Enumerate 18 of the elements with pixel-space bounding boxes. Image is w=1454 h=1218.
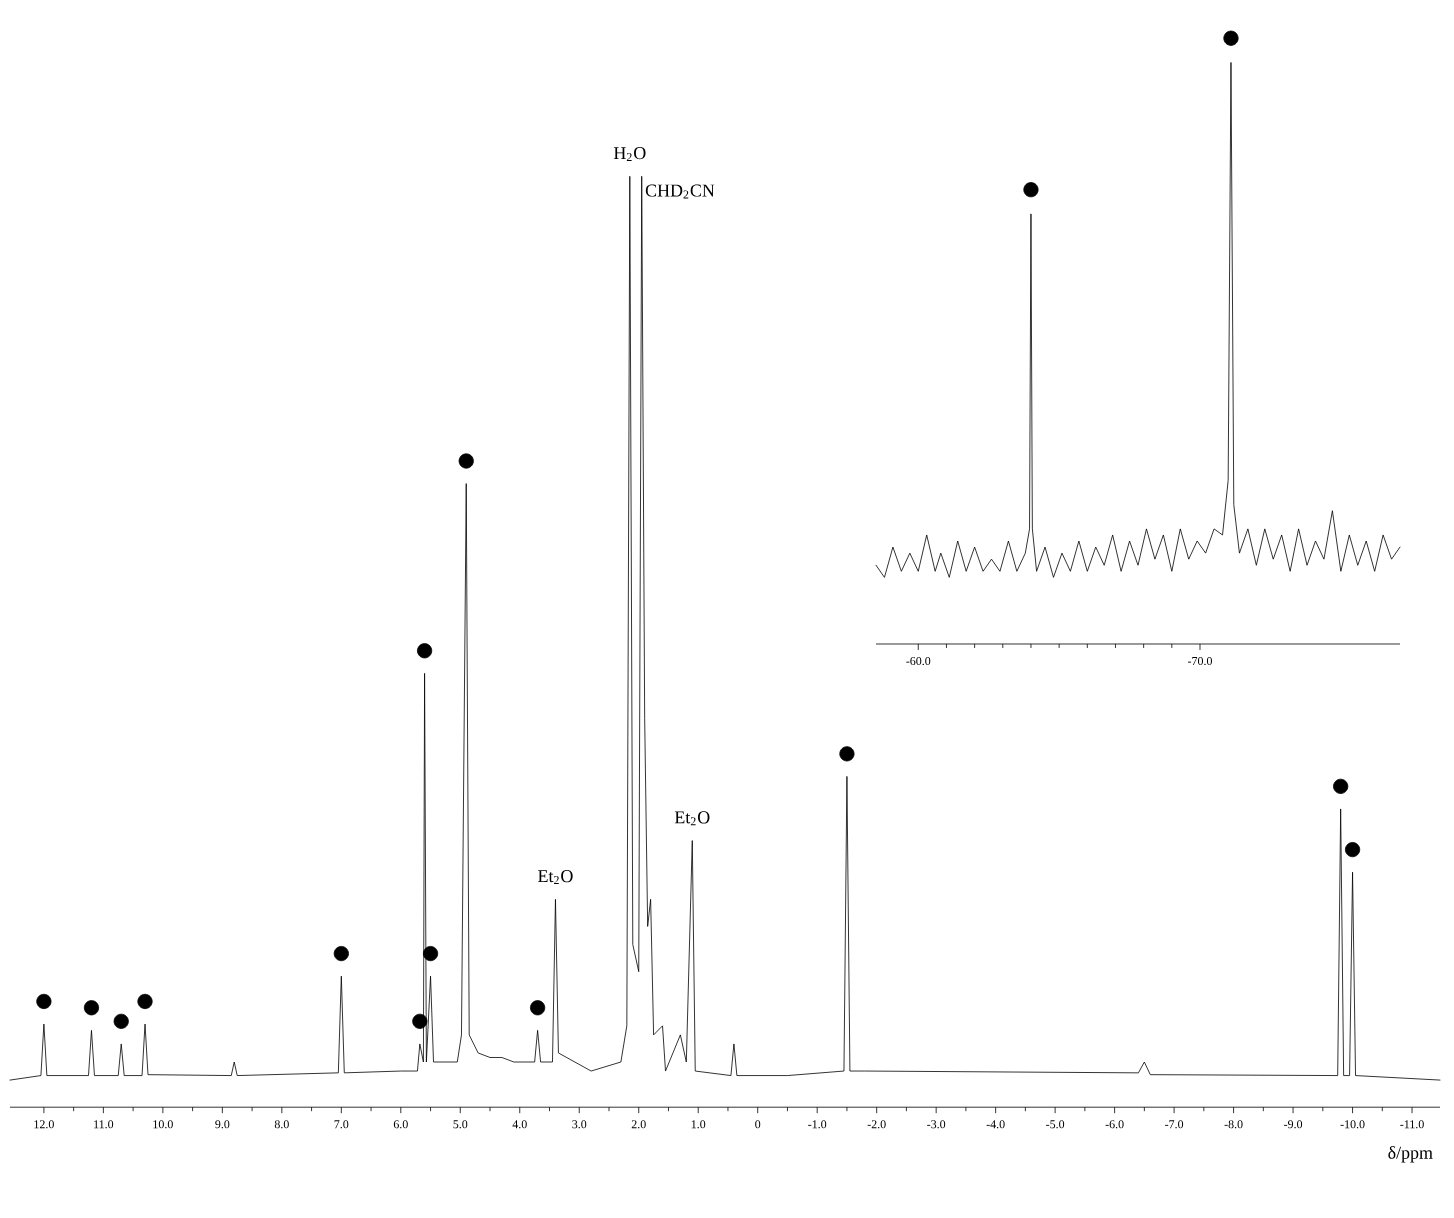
point bbox=[839, 746, 855, 762]
point bbox=[137, 993, 153, 1010]
point bbox=[422, 945, 439, 962]
point bbox=[1333, 778, 1349, 794]
annotation: Et$_{2}$O bbox=[674, 811, 710, 826]
annotation: Et$_{2}$O bbox=[538, 870, 573, 884]
point bbox=[458, 453, 474, 469]
point bbox=[1344, 842, 1361, 858]
point bbox=[333, 945, 349, 962]
point bbox=[113, 1013, 129, 1029]
point bbox=[36, 993, 52, 1010]
point bbox=[417, 643, 433, 659]
annotation: CHD$_{2}$CN bbox=[645, 184, 715, 199]
point bbox=[530, 1000, 546, 1016]
x-axis-title: δ/ppm bbox=[1388, 1146, 1433, 1163]
point bbox=[83, 1000, 100, 1016]
annotation: H$_{2}$O bbox=[613, 147, 646, 161]
point bbox=[412, 1013, 428, 1029]
